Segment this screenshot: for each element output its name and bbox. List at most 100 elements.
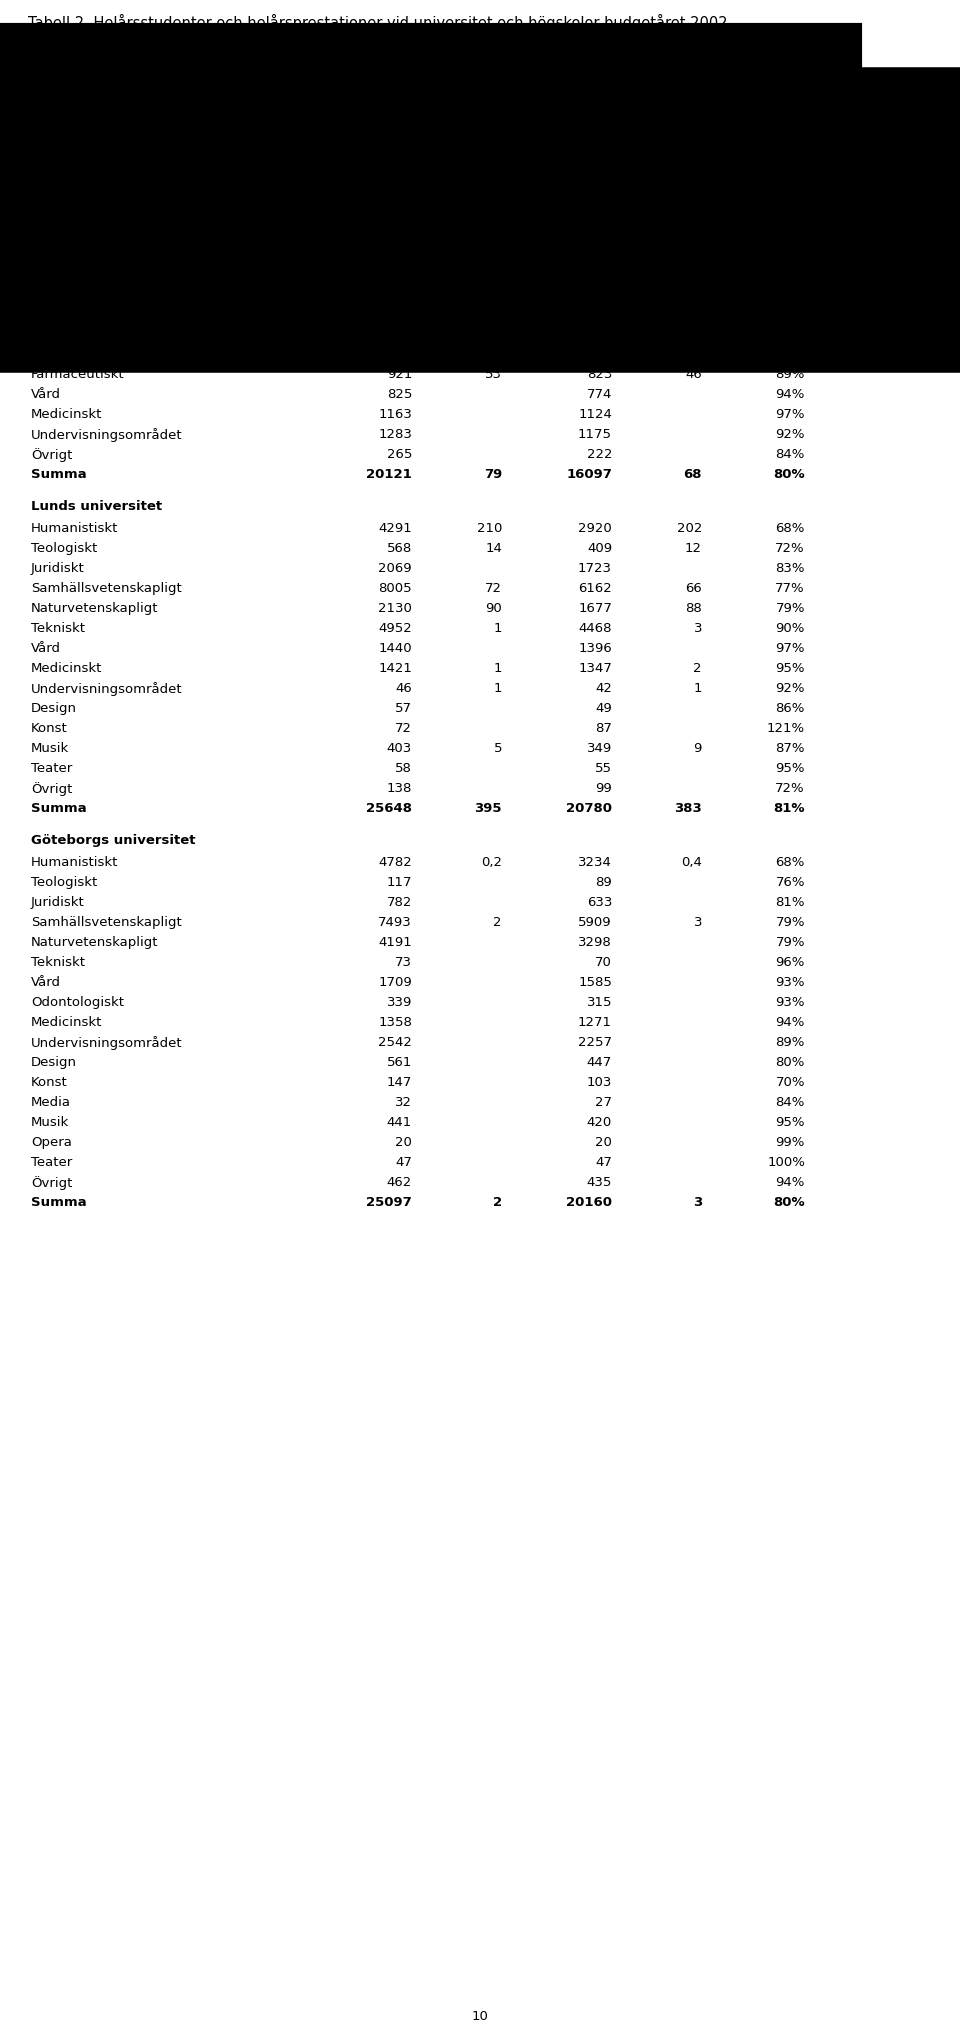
Text: Summa: Summa [31, 1197, 86, 1209]
Text: Musik: Musik [31, 1115, 69, 1129]
Text: 1440: 1440 [378, 641, 412, 655]
Text: 2069: 2069 [378, 562, 412, 576]
Text: Universitet/högskola: Universitet/högskola [31, 77, 168, 92]
Text: 87%: 87% [776, 743, 805, 755]
Text: 1: 1 [493, 661, 502, 676]
Text: 435: 435 [587, 1176, 612, 1188]
Text: 12: 12 [685, 541, 702, 556]
Text: 94%: 94% [776, 1176, 805, 1188]
Text: 1163: 1163 [378, 407, 412, 421]
Text: 782: 782 [387, 895, 412, 910]
Text: 95%: 95% [776, 1115, 805, 1129]
Text: 1: 1 [693, 682, 702, 696]
Text: 441: 441 [387, 1115, 412, 1129]
Text: 94%: 94% [776, 389, 805, 401]
Text: 80%: 80% [774, 468, 805, 480]
Text: 84%: 84% [776, 1097, 805, 1109]
Text: 5: 5 [493, 743, 502, 755]
Text: 87: 87 [595, 722, 612, 735]
Text: Tekniskt: Tekniskt [31, 348, 85, 360]
Text: Media: Media [31, 1097, 71, 1109]
Text: 20780: 20780 [566, 802, 612, 814]
Text: 70%: 70% [776, 1077, 805, 1089]
Text: Övrigt: Övrigt [31, 1176, 72, 1190]
Text: 47: 47 [396, 1156, 412, 1168]
Text: 2934: 2934 [378, 328, 412, 342]
Text: Opera: Opera [31, 1136, 72, 1150]
Text: 9: 9 [694, 289, 702, 301]
Text: 25097: 25097 [367, 1197, 412, 1209]
Text: 1: 1 [493, 623, 502, 635]
Text: 66: 66 [685, 582, 702, 594]
Text: 99%: 99% [776, 1136, 805, 1150]
Text: 2920: 2920 [578, 523, 612, 535]
Text: 5909: 5909 [578, 916, 612, 930]
Text: 42: 42 [595, 682, 612, 696]
Text: 80%: 80% [774, 1197, 805, 1209]
Text: Teater: Teater [31, 761, 72, 775]
Text: 86%: 86% [776, 702, 805, 714]
Text: 9: 9 [694, 743, 702, 755]
Text: 2: 2 [493, 916, 502, 930]
Text: Teater: Teater [31, 1156, 72, 1168]
Text: 68%: 68% [776, 523, 805, 535]
Text: 1604: 1604 [578, 348, 612, 360]
Text: 1709: 1709 [378, 977, 412, 989]
Text: Helårsstudenter: Helårsstudenter [367, 79, 473, 92]
Text: - högskolevis (exkl uppdragsutbildning): - högskolevis (exkl uppdragsutbildning) [50, 31, 340, 45]
Text: 447: 447 [587, 1056, 612, 1068]
Text: 84%: 84% [776, 448, 805, 462]
Text: 462: 462 [387, 1176, 412, 1188]
Text: 1421: 1421 [378, 661, 412, 676]
Text: 3: 3 [693, 623, 702, 635]
Text: Naturvetenskapligt: Naturvetenskapligt [31, 936, 158, 948]
Text: 1271: 1271 [578, 1015, 612, 1030]
Text: 630: 630 [387, 269, 412, 281]
Text: 315: 315 [587, 995, 612, 1009]
Text: högskola: högskola [423, 157, 482, 169]
Text: 16097: 16097 [566, 468, 612, 480]
Text: 72%: 72% [776, 781, 805, 796]
Text: 2130: 2130 [378, 602, 412, 615]
Text: 2669: 2669 [578, 248, 612, 260]
Text: 1124: 1124 [578, 407, 612, 421]
Text: 79%: 79% [776, 936, 805, 948]
Text: 83%: 83% [776, 562, 805, 576]
Text: Undervisningsområdet: Undervisningsområdet [31, 682, 182, 696]
Text: Odontologiskt: Odontologiskt [31, 995, 124, 1009]
Text: Undervisningsområdet: Undervisningsområdet [31, 1036, 182, 1050]
Text: Tabell 2. Helårsstudenter och helårsprestationer vid universitet och högskolor b: Tabell 2. Helårsstudenter och helårspres… [28, 14, 728, 31]
Text: 2094: 2094 [378, 348, 412, 360]
Text: 1: 1 [493, 682, 502, 696]
Text: 20160: 20160 [566, 1197, 612, 1209]
Text: 79%: 79% [776, 916, 805, 930]
Text: 8005: 8005 [378, 582, 412, 594]
Text: 77%: 77% [776, 582, 805, 594]
Text: högskola: högskola [623, 157, 683, 169]
Text: 3234: 3234 [578, 857, 612, 869]
Text: 568: 568 [387, 541, 412, 556]
Text: 76%: 76% [776, 875, 805, 889]
Text: 265: 265 [387, 448, 412, 462]
Text: Design: Design [31, 702, 77, 714]
Text: 68%: 68% [776, 857, 805, 869]
Text: Tekniskt: Tekniskt [31, 623, 85, 635]
Text: Konst: Konst [31, 722, 68, 735]
Text: 89%: 89% [776, 368, 805, 381]
Text: 93%: 93% [776, 977, 805, 989]
Text: 103: 103 [587, 1077, 612, 1089]
Text: 1396: 1396 [578, 641, 612, 655]
Text: därav: därav [623, 100, 661, 114]
Text: enl avtal: enl avtal [623, 114, 681, 126]
Text: 825: 825 [387, 389, 412, 401]
Text: 437: 437 [587, 269, 612, 281]
Text: 97%: 97% [776, 407, 805, 421]
Text: 69%: 69% [776, 269, 805, 281]
Text: Övrigt: Övrigt [31, 781, 72, 796]
Text: Totalt: Totalt [357, 100, 394, 114]
Text: 7493: 7493 [378, 916, 412, 930]
Text: Presta-: Presta- [713, 77, 759, 92]
Text: Teologiskt: Teologiskt [31, 875, 97, 889]
Text: 349: 349 [587, 743, 612, 755]
Text: 57: 57 [395, 702, 412, 714]
